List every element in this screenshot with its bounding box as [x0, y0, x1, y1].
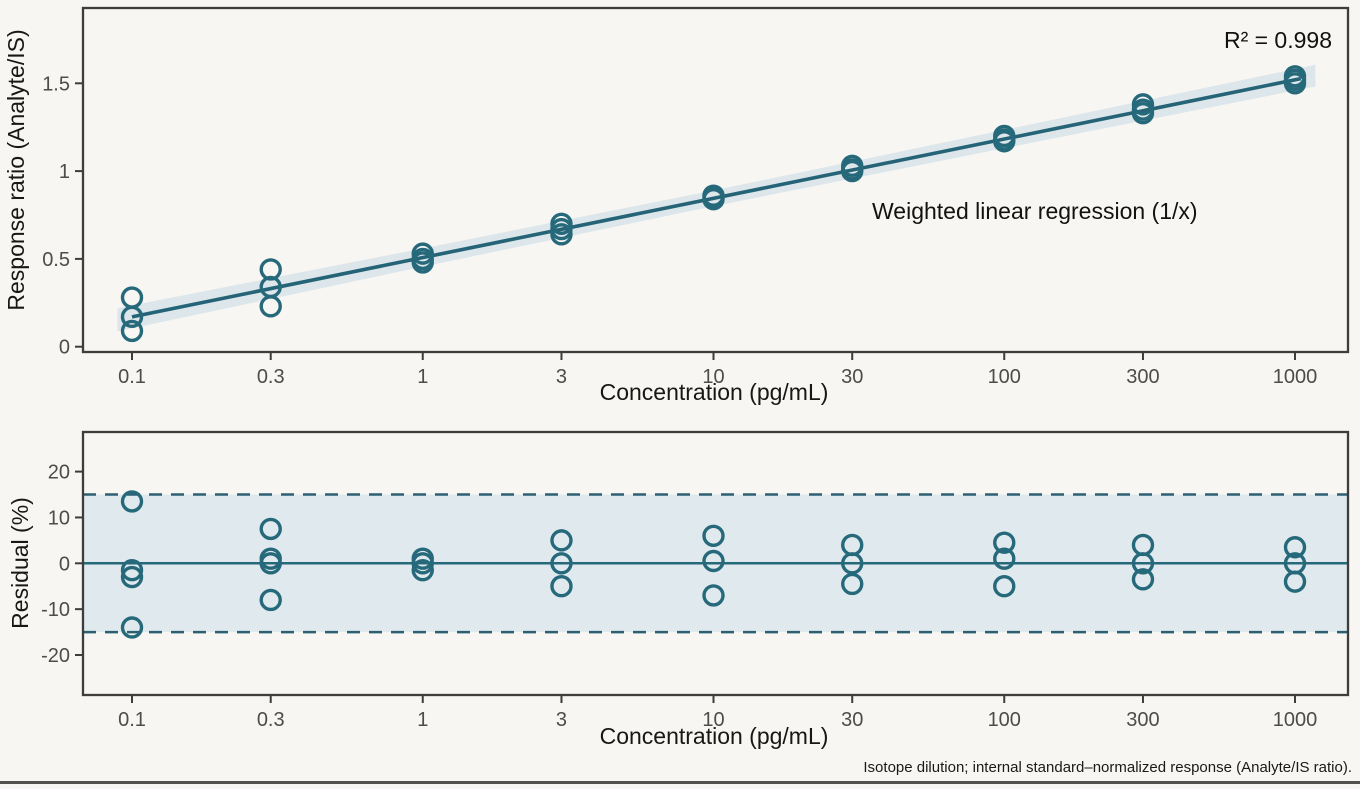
- x-tick-label: 0.3: [257, 709, 285, 731]
- data-point: [259, 295, 282, 318]
- x-tick-label: 100: [988, 709, 1021, 731]
- data-point: [550, 223, 573, 246]
- x-tick-label: 0.3: [257, 366, 285, 388]
- y-tick-label: 0: [59, 553, 70, 575]
- data-point: [841, 159, 864, 183]
- bottom-yaxis-title: Residual (%): [7, 497, 33, 629]
- x-tick-label: 1000: [1273, 366, 1318, 388]
- x-tick-label: 10: [702, 366, 724, 388]
- data-point: [1131, 101, 1155, 125]
- x-tick-label: 3: [556, 366, 567, 388]
- x-tick-label: 1: [417, 709, 428, 731]
- data-point: [259, 588, 282, 612]
- x-tick-label: 1: [417, 366, 428, 388]
- regression-method-label: Weighted linear regression (1/x): [872, 198, 1198, 224]
- data-point: [120, 490, 144, 513]
- data-point: [993, 547, 1016, 570]
- y-tick-label: 1: [59, 161, 70, 183]
- data-point: [120, 319, 144, 343]
- data-point: [993, 575, 1016, 598]
- x-tick-label: 300: [1126, 366, 1159, 388]
- data-point: [259, 552, 282, 575]
- data-point: [120, 286, 144, 309]
- x-tick-label: 3: [556, 709, 567, 731]
- panel-frame: [81, 430, 1350, 697]
- x-tick-label: 300: [1126, 709, 1159, 731]
- data-point: [1131, 552, 1155, 575]
- x-tick-label: 0.1: [118, 366, 146, 388]
- bottom-xaxis-title: Concentration (pg/mL): [600, 723, 829, 749]
- calibration-panel: 0.1 0.3 1 3 10 30 100 300 1000 0 0.5 1 1.5 R² = 0.99…: [3, 6, 1350, 405]
- data-point: [550, 529, 573, 552]
- data-point: [120, 305, 144, 329]
- data-point: [1283, 536, 1307, 559]
- data-point: [1283, 72, 1307, 95]
- regression-line: [131, 76, 1302, 319]
- x-tick-label: 100: [988, 366, 1021, 388]
- top-yaxis-title: Response ratio (Analyte/IS): [3, 29, 29, 310]
- data-point: [120, 565, 144, 589]
- data-point: [702, 524, 725, 547]
- y-tick-label: 0: [59, 337, 70, 359]
- panel-frame: [81, 6, 1350, 354]
- x-tick-label: 0.1: [118, 709, 146, 731]
- y-tick-label: 10: [48, 507, 70, 529]
- photo-bottom-edge: [0, 781, 1360, 784]
- data-point: [993, 130, 1016, 153]
- data-point: [1131, 568, 1155, 591]
- data-point: [702, 584, 725, 607]
- data-point: [411, 558, 434, 582]
- data-point: [841, 572, 864, 596]
- figure-footnote: Isotope dilution; internal standard–norm…: [863, 759, 1352, 776]
- data-point: [993, 531, 1016, 554]
- y-tick-label: -10: [41, 599, 70, 621]
- data-point: [120, 558, 144, 582]
- data-point: [259, 517, 282, 541]
- data-point: [120, 616, 144, 639]
- data-point: [411, 251, 434, 274]
- data-point: [411, 552, 434, 575]
- data-point: [550, 575, 573, 598]
- y-tick-label: 1.5: [42, 73, 70, 95]
- y-tick-label: 0.5: [42, 249, 70, 271]
- data-point: [702, 549, 725, 573]
- data-point: [550, 552, 573, 575]
- x-tick-label: 1000: [1273, 709, 1318, 731]
- x-tick-label: 30: [841, 366, 863, 388]
- r2-annotation: R² = 0.998: [1224, 27, 1332, 53]
- y-tick-label: 20: [48, 462, 70, 484]
- clipped-marks: [117, 64, 1316, 343]
- x-tick-label: 30: [841, 709, 863, 731]
- x-tick-label: 10: [702, 709, 724, 731]
- calibration-marks: 0.1 0.3 1 3 10 30 100 300 1000 0 0.5 1 1.5: [42, 6, 1350, 388]
- y-tick-label: -20: [41, 645, 70, 667]
- data-point: [1283, 570, 1307, 593]
- top-xaxis-title: Concentration (pg/mL): [600, 379, 829, 405]
- data-point: [702, 187, 725, 211]
